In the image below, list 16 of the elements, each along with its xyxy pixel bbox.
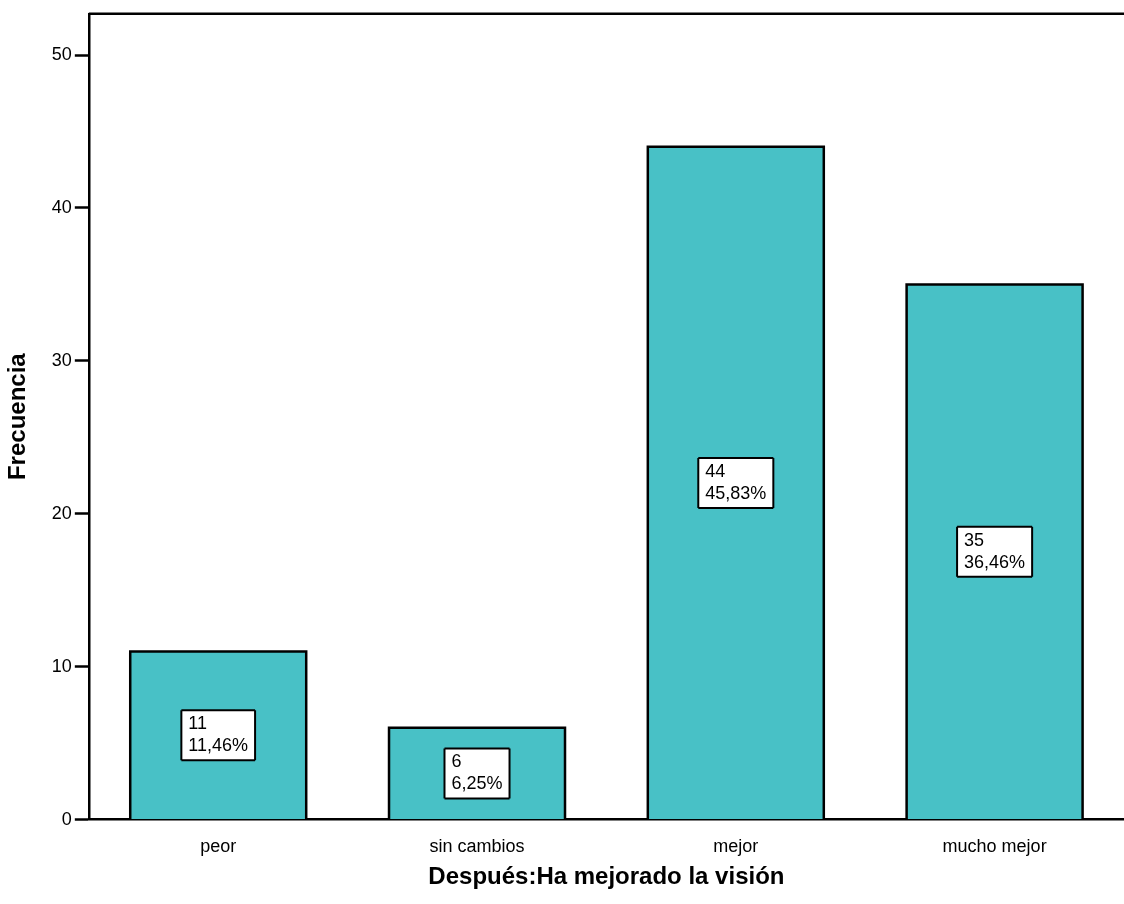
data-label: 35 36,46% [964, 529, 1026, 572]
y-axis-title: Frecuencia [3, 352, 31, 481]
y-tick-label: 30 [51, 349, 72, 370]
data-label: 44 45,83% [705, 460, 767, 503]
x-tick-label: mucho mejor [942, 836, 1047, 857]
x-tick-label: sin cambios [429, 836, 525, 857]
data-label: 6 6,25% [451, 751, 503, 794]
y-tick-label: 20 [51, 502, 72, 523]
x-axis-title: Después:Ha mejorado la visión [428, 862, 785, 890]
x-tick-label: peor [200, 836, 237, 857]
x-tick-label: mejor [713, 836, 759, 857]
y-tick-label: 10 [51, 655, 72, 676]
y-tick-label: 40 [51, 196, 72, 217]
y-tick-label: 0 [61, 808, 72, 829]
y-tick-label: 50 [51, 44, 72, 65]
data-label: 11 11,46% [188, 713, 249, 756]
